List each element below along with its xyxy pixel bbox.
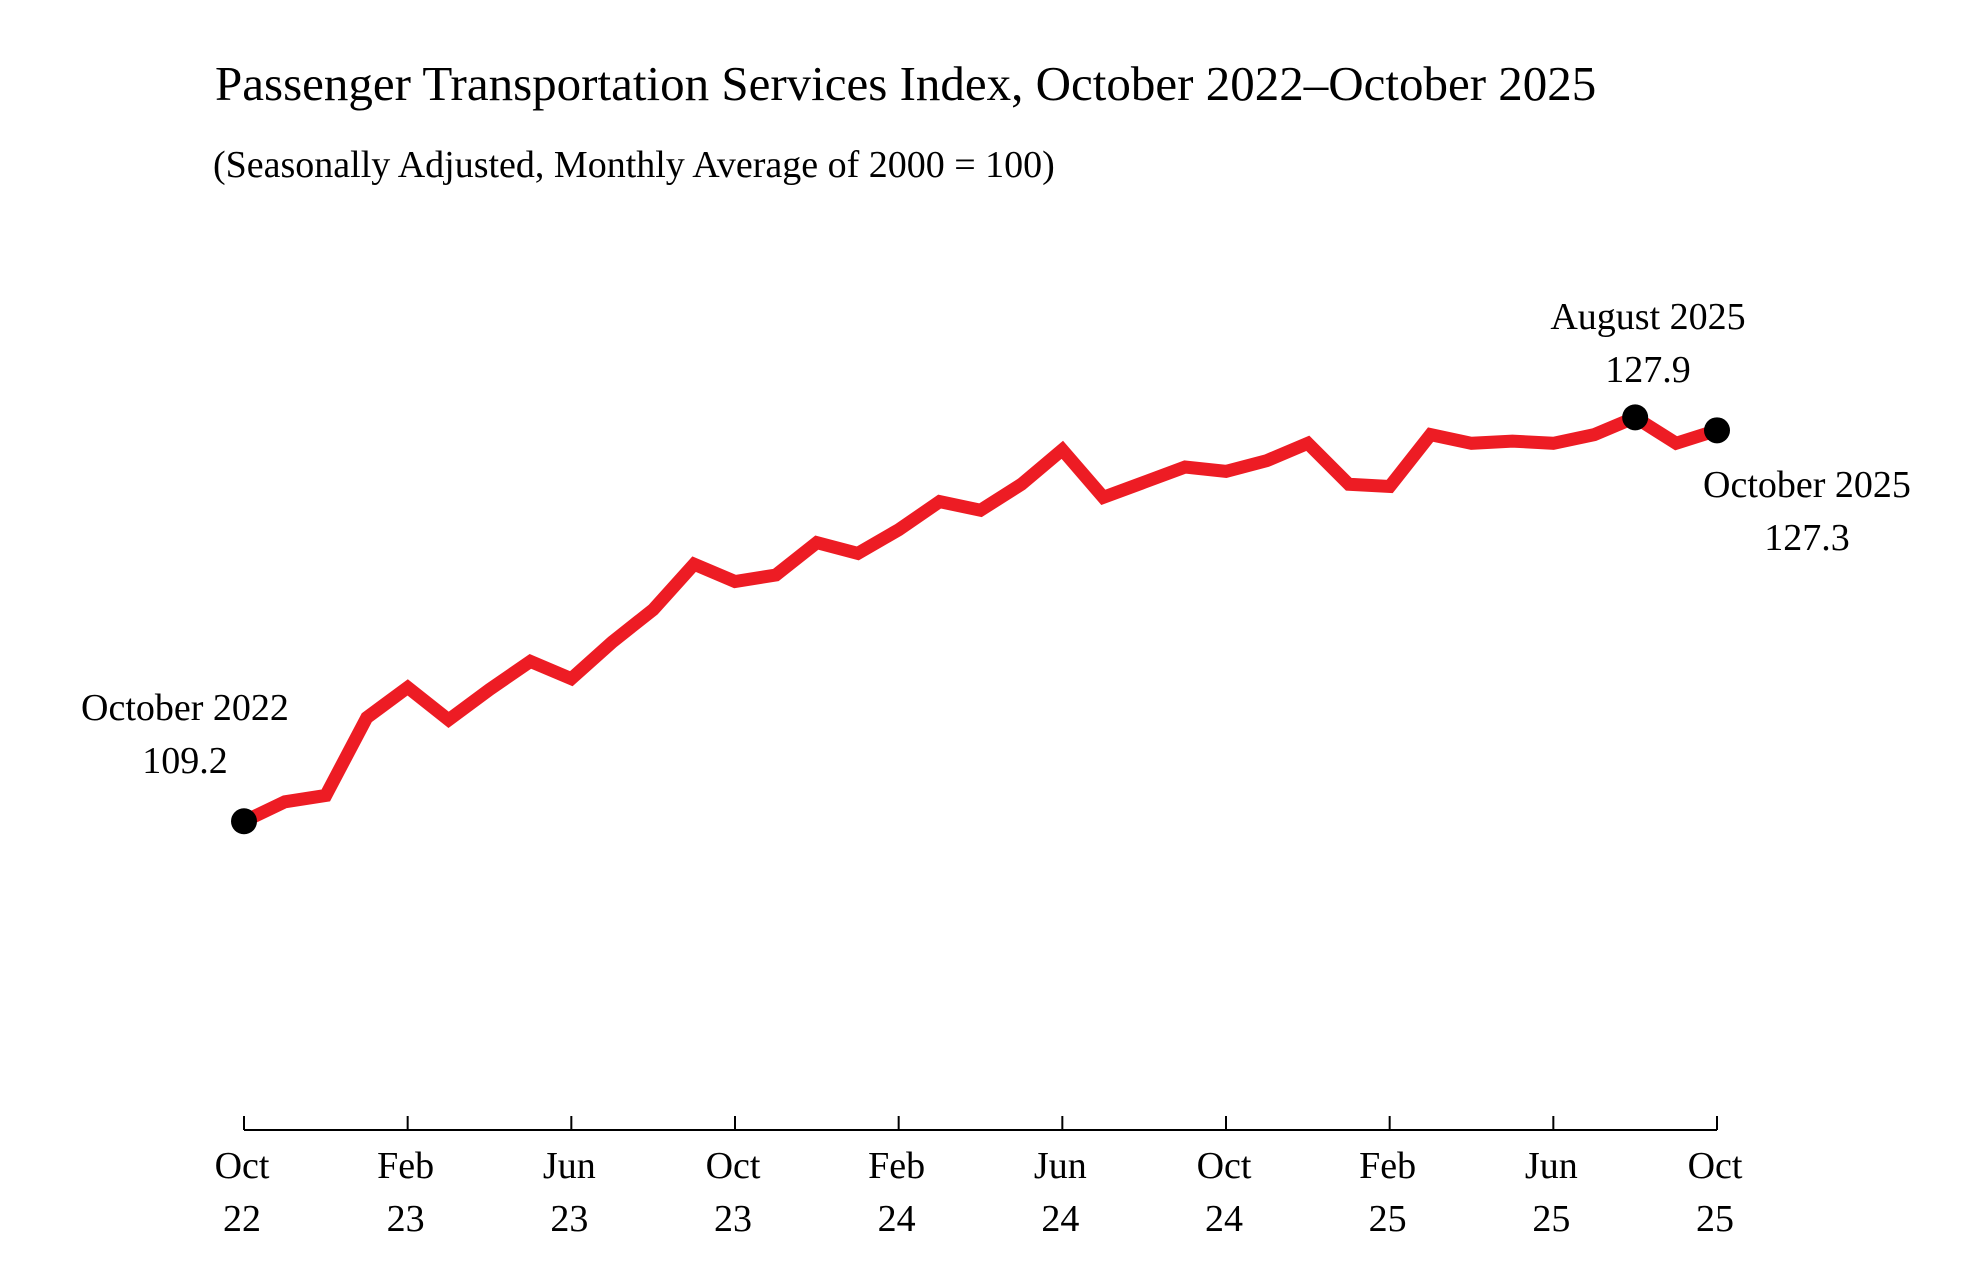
data-point-marker: [1704, 417, 1730, 444]
data-point-marker: [231, 808, 257, 835]
x-tick-label-month: Oct: [215, 1145, 270, 1187]
annotation-end-label: October 2025: [1703, 464, 1911, 506]
x-tick-label-year: 24: [1041, 1198, 1079, 1240]
annotation-peak-value: 127.9: [1605, 349, 1691, 391]
x-axis: Oct 22 Feb 23 Jun 23 Oct 23 Feb 24 Jun 24 Oct 24 Feb 25…: [215, 1116, 1743, 1240]
x-tick-label-year: 22: [223, 1198, 261, 1240]
x-tick-label-year: 25: [1369, 1198, 1407, 1240]
x-tick-label-year: 25: [1696, 1198, 1734, 1240]
annotation-start-value: 109.2: [142, 740, 228, 782]
x-tick-label-month: Oct: [1197, 1145, 1252, 1187]
x-tick-label-year: 24: [1205, 1198, 1243, 1240]
data-point-marker: [1622, 404, 1649, 431]
x-tick-label-year: 24: [878, 1198, 916, 1240]
chart-subtitle: (Seasonally Adjusted, Monthly Average of…: [213, 144, 1055, 186]
annotations: October 2022 109.2 August 2025 127.9 Oct…: [81, 296, 1911, 782]
x-tick-label-month: Feb: [868, 1145, 925, 1187]
x-tick-label-month: Oct: [1688, 1145, 1743, 1187]
x-tick-label-month: Jun: [1034, 1145, 1087, 1187]
annotation-start-label: October 2022: [81, 687, 289, 729]
x-tick-label-month: Oct: [706, 1145, 761, 1187]
series-line: [241, 410, 1719, 828]
markers: [231, 404, 1730, 835]
x-tick-label-year: 25: [1532, 1198, 1570, 1240]
x-tick-label-year: 23: [550, 1198, 588, 1240]
chart-title: Passenger Transportation Services Index,…: [215, 56, 1596, 111]
x-tick-label-month: Feb: [377, 1145, 434, 1187]
x-tick-label-year: 23: [714, 1198, 752, 1240]
x-tick-label-month: Jun: [543, 1145, 596, 1187]
x-tick-label-month: Feb: [1359, 1145, 1416, 1187]
x-tick-label-year: 23: [387, 1198, 425, 1240]
annotation-end-value: 127.3: [1764, 517, 1850, 559]
annotation-peak-label: August 2025: [1550, 296, 1745, 338]
x-tick-label-month: Jun: [1525, 1145, 1578, 1187]
